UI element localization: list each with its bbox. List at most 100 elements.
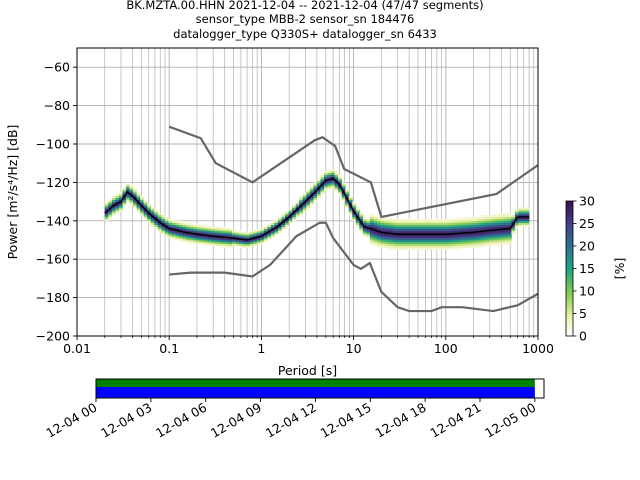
heatmap-cell	[401, 236, 406, 239]
heatmap-cell	[465, 222, 470, 225]
heatmap-cell	[486, 218, 491, 222]
heatmap-cell	[422, 232, 427, 235]
heatmap-cell	[507, 213, 512, 216]
heatmap-cell	[320, 174, 325, 177]
heatmap-cell	[140, 197, 145, 200]
heatmap-cell	[468, 243, 473, 247]
heatmap-cell	[196, 228, 201, 231]
heatmap-cell	[179, 224, 183, 227]
heatmap-cell	[426, 236, 431, 239]
heatmap-cell	[133, 195, 137, 199]
heatmap-cell	[313, 195, 318, 199]
heatmap-cell	[331, 172, 335, 176]
heatmap-cell	[327, 168, 332, 172]
heatmap-cell	[260, 230, 265, 233]
heatmap-cell	[228, 245, 233, 248]
heatmap-cell	[391, 243, 396, 247]
heatmap-cell	[394, 234, 399, 237]
heatmap-cell	[193, 224, 198, 227]
x-tick-label: 1000	[522, 341, 554, 356]
heatmap-cell	[468, 222, 473, 225]
heatmap-cell	[479, 232, 484, 235]
heatmap-cell	[327, 188, 332, 191]
heatmap-cell	[369, 234, 374, 237]
heatmap-cell	[525, 216, 530, 220]
heatmap-cell	[461, 240, 466, 243]
heatmap-cell	[210, 234, 215, 237]
heatmap-cell	[136, 209, 141, 212]
heatmap-cell	[405, 230, 410, 233]
heatmap-cell	[196, 234, 201, 237]
heatmap-cell	[514, 213, 519, 216]
heatmap-cell	[182, 238, 187, 241]
heatmap-cell	[394, 230, 399, 233]
heatmap-cell	[345, 205, 350, 208]
heatmap-cell	[401, 243, 406, 247]
heatmap-cell	[348, 201, 353, 204]
heatmap-cell	[334, 176, 339, 179]
heatmap-cell	[415, 226, 420, 229]
heatmap-cell	[228, 232, 233, 235]
heatmap-cell	[476, 245, 480, 248]
heatmap-cell	[129, 188, 134, 191]
heatmap-cell	[182, 224, 187, 227]
heatmap-cell	[437, 236, 442, 239]
heatmap-cell	[331, 168, 335, 172]
heatmap-cell	[377, 241, 381, 245]
heatmap-cell	[440, 228, 445, 231]
heatmap-cell	[129, 199, 134, 202]
heatmap-cell	[150, 224, 155, 227]
y-tick-label: −180	[36, 290, 70, 305]
heatmap-cell	[472, 238, 477, 241]
heatmap-cell	[224, 240, 229, 243]
heatmap-cell	[140, 213, 145, 216]
heatmap-cell	[217, 238, 222, 241]
heatmap-cell	[306, 203, 311, 206]
heatmap-cell	[391, 247, 396, 250]
heatmap-cell	[412, 247, 417, 250]
heatmap-cell	[476, 232, 480, 235]
heatmap-cell	[422, 220, 427, 224]
heatmap-cell	[447, 228, 452, 231]
heatmap-cell	[295, 209, 300, 212]
heatmap-cell	[451, 243, 456, 247]
coverage-tick-label: 12-04 18	[372, 400, 428, 441]
heatmap-cell	[111, 213, 116, 216]
heatmap-cell	[217, 241, 222, 245]
heatmap-cell	[472, 216, 477, 220]
heatmap-cell	[235, 234, 240, 237]
heatmap-cell	[507, 215, 512, 218]
heatmap-cell	[288, 211, 293, 214]
heatmap-cell	[366, 228, 371, 231]
heatmap-cell	[373, 228, 378, 231]
heatmap-cell	[451, 226, 456, 229]
heatmap-cell	[451, 240, 456, 243]
heatmap-cell	[143, 216, 148, 220]
heatmap-cell	[267, 238, 272, 241]
heatmap-cell	[366, 224, 371, 227]
heatmap-cell	[401, 232, 406, 235]
heatmap-cell	[476, 226, 480, 229]
heatmap-cell	[313, 192, 318, 195]
heatmap-cell	[214, 238, 219, 241]
heatmap-cell	[430, 218, 434, 222]
heatmap-cell	[412, 224, 417, 227]
heatmap-cell	[468, 236, 473, 239]
heatmap-cell	[468, 238, 473, 241]
heatmap-cell	[334, 182, 339, 185]
heatmap-cell	[214, 226, 219, 229]
heatmap-cell	[497, 236, 502, 239]
colorbar-tick-label: 10	[579, 284, 595, 299]
heatmap-cell	[387, 228, 392, 231]
heatmap-cell	[486, 236, 491, 239]
heatmap-cell	[387, 236, 392, 239]
heatmap-cell	[129, 186, 134, 189]
heatmap-cell	[175, 222, 180, 225]
heatmap-cell	[196, 226, 201, 229]
heatmap-cell	[323, 188, 328, 191]
heatmap-cell	[490, 240, 495, 243]
heatmap-cell	[369, 236, 374, 239]
heatmap-cell	[525, 213, 530, 216]
heatmap-cell	[408, 224, 413, 227]
heatmap-cell	[366, 218, 371, 222]
